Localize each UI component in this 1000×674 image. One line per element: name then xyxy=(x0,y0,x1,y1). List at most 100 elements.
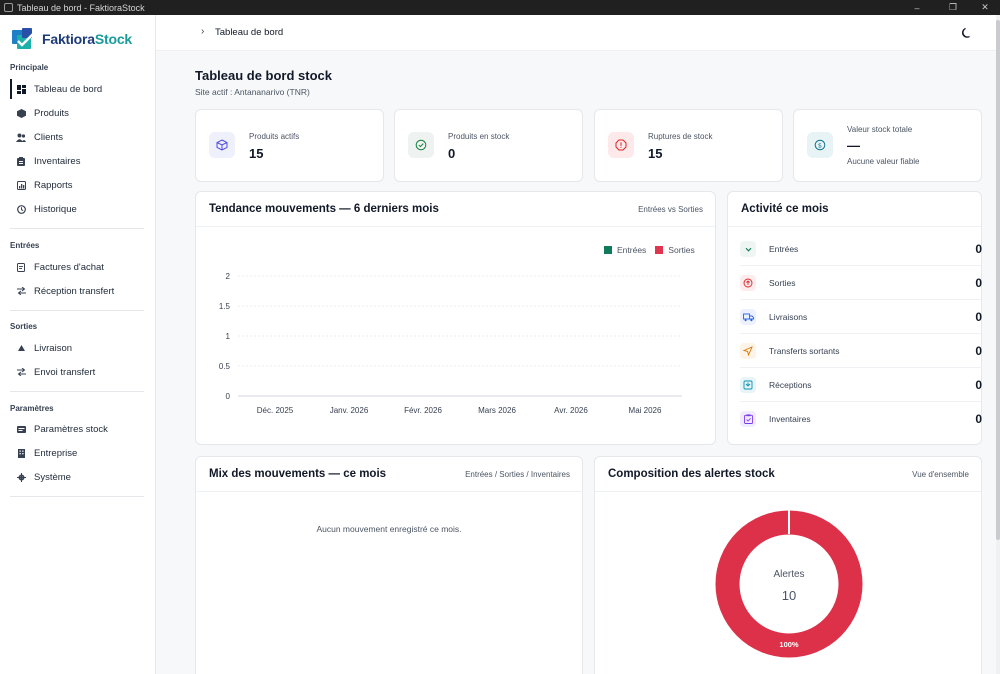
sidebar-item-label: Envoi transfert xyxy=(34,366,96,378)
sidebar-item-reception-transfert[interactable]: Réception transfert xyxy=(10,281,146,301)
section-title-sorties: Sorties xyxy=(10,322,38,331)
chevron-right-icon[interactable]: › xyxy=(201,26,205,37)
kpi-card-produits-actifs[interactable]: Produits actifs 15 xyxy=(195,109,384,182)
alerts-card: Composition des alertes stock Vue d'ense… xyxy=(594,456,982,674)
section-title-principale: Principale xyxy=(10,63,49,72)
sidebar-item-label: Livraison xyxy=(34,342,73,354)
logo-icon xyxy=(11,26,37,52)
page-title: Tableau de bord stock xyxy=(195,68,333,83)
legend-swatch-sorties xyxy=(655,246,664,254)
sidebar-item-factures-achat[interactable]: Factures d'achat xyxy=(10,257,146,277)
activity-row-livraisons: Livraisons 0 xyxy=(740,300,982,334)
activity-value: 0 xyxy=(975,344,982,358)
card-header-divider xyxy=(196,226,715,227)
activity-row-receptions: Réceptions 0 xyxy=(740,368,982,402)
x-tick-label: Avr. 2026 xyxy=(554,406,588,415)
kpi-card-valeur-stock[interactable]: $ Valeur stock totale — Aucune valeur fi… xyxy=(793,109,982,182)
gear-icon xyxy=(16,472,26,482)
currency-icon: $ xyxy=(807,132,833,158)
x-tick-label: Janv. 2026 xyxy=(330,406,369,415)
scrollbar-thumb[interactable] xyxy=(996,20,1000,540)
section-title-entrees: Entrées xyxy=(10,241,40,250)
activity-label: Sorties xyxy=(769,278,796,288)
kpi-note: Aucune valeur fiable xyxy=(847,157,920,166)
sidebar-item-produits[interactable]: Produits xyxy=(10,103,146,123)
activity-value: 0 xyxy=(975,242,982,256)
sidebar-item-systeme[interactable]: Système xyxy=(10,467,146,487)
clipboard-check-icon xyxy=(740,411,756,427)
sidebar-item-livraison[interactable]: Livraison xyxy=(10,338,146,358)
breadcrumb[interactable]: Tableau de bord xyxy=(215,27,284,38)
activity-label: Inventaires xyxy=(769,414,811,424)
kpi-card-produits-en-stock[interactable]: Produits en stock 0 xyxy=(394,109,583,182)
row-divider xyxy=(740,333,982,334)
card-header-divider xyxy=(595,491,981,492)
kpi-value: 0 xyxy=(448,146,456,161)
activity-label: Livraisons xyxy=(769,312,808,322)
section-title-parametres: Paramètres xyxy=(10,404,54,413)
x-tick-label: Déc. 2025 xyxy=(257,406,294,415)
sidebar-item-historique[interactable]: Historique xyxy=(10,199,146,219)
minimize-button[interactable]: – xyxy=(914,2,920,13)
sidebar-divider xyxy=(10,228,144,229)
sidebar-item-label: Réception transfert xyxy=(34,285,115,297)
y-tick-label: 1 xyxy=(226,332,231,341)
donut-center-value: 10 xyxy=(782,588,796,603)
sidebar-item-clients[interactable]: Clients xyxy=(10,127,146,147)
delivery-icon xyxy=(16,343,26,353)
window-title: Tableau de bord - FaktioraStock xyxy=(17,2,145,13)
sidebar-divider xyxy=(10,391,144,392)
history-icon xyxy=(16,204,26,214)
dashboard-icon xyxy=(16,84,26,94)
invoice-icon xyxy=(16,262,26,272)
alerts-title: Composition des alertes stock xyxy=(608,468,775,480)
donut-slice-alertes[interactable] xyxy=(715,510,863,658)
restore-button[interactable]: ❐ xyxy=(948,2,958,12)
settings-icon xyxy=(16,424,26,434)
vertical-scrollbar[interactable] xyxy=(996,15,1000,674)
chart-legend: Entrées Sorties xyxy=(604,245,695,255)
kpi-value: 15 xyxy=(249,146,264,161)
alerts-hint: Vue d'ensemble xyxy=(912,470,969,479)
logo-text: FaktioraStock xyxy=(42,31,132,47)
mix-title: Mix des mouvements — ce mois xyxy=(209,468,387,480)
sidebar-item-rapports[interactable]: Rapports xyxy=(10,175,146,195)
app-logo[interactable]: FaktioraStock xyxy=(11,26,132,52)
row-divider xyxy=(740,401,982,402)
sidebar-item-envoi-transfert[interactable]: Envoi transfert xyxy=(10,362,146,382)
page-subtitle: Site actif : Antananarivo (TNR) xyxy=(195,87,310,97)
check-circle-icon xyxy=(408,132,434,158)
activity-row-sorties: Sorties 0 xyxy=(740,266,982,300)
kpi-card-ruptures-de-stock[interactable]: Ruptures de stock 15 xyxy=(594,109,783,182)
alerts-donut-chart: Alertes 10 100% xyxy=(715,510,863,658)
activity-value: 0 xyxy=(975,276,982,290)
card-header-divider xyxy=(196,491,582,492)
sidebar-item-dashboard[interactable]: Tableau de bord xyxy=(10,79,146,99)
alert-octagon-icon xyxy=(608,132,634,158)
trend-chart-title: Tendance mouvements — 6 derniers mois xyxy=(209,203,439,215)
x-tick-label: Mars 2026 xyxy=(478,406,516,415)
y-tick-label: 2 xyxy=(226,272,231,281)
y-tick-label: 0 xyxy=(226,392,231,401)
box-icon xyxy=(16,108,26,118)
transfer-icon xyxy=(16,286,26,296)
sidebar-item-parametres-stock[interactable]: Paramètres stock xyxy=(10,419,146,439)
sidebar-item-label: Système xyxy=(34,471,71,483)
chevron-down-icon xyxy=(740,241,756,257)
sidebar-item-label: Entreprise xyxy=(34,447,78,459)
topbar: › Tableau de bord xyxy=(156,15,1000,51)
mix-hint: Entrées / Sorties / Inventaires xyxy=(465,470,570,479)
close-button[interactable]: ✕ xyxy=(981,2,989,12)
moon-icon[interactable] xyxy=(961,26,973,38)
sidebar-item-label: Paramètres stock xyxy=(34,423,108,435)
activity-label: Réceptions xyxy=(769,380,812,390)
donut-slice-percent: 100% xyxy=(779,640,799,649)
sidebar-item-label: Factures d'achat xyxy=(34,261,104,273)
row-divider xyxy=(740,299,982,300)
activity-label: Entrées xyxy=(769,244,799,254)
users-icon xyxy=(16,132,26,142)
arrow-up-circle-icon xyxy=(740,275,756,291)
sidebar-item-inventaires[interactable]: Inventaires xyxy=(10,151,146,171)
sidebar-item-entreprise[interactable]: Entreprise xyxy=(10,443,146,463)
send-icon xyxy=(740,343,756,359)
